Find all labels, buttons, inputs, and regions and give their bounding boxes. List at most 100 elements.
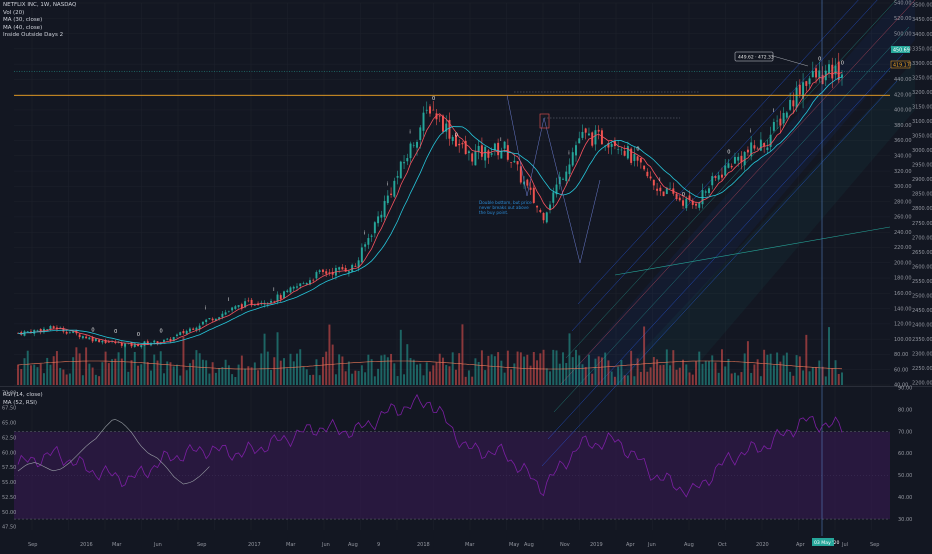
candle-body — [318, 270, 321, 272]
candle-body — [328, 272, 331, 273]
volume-bar — [120, 358, 123, 385]
volume-bar — [396, 376, 399, 385]
volume-bar — [91, 367, 94, 385]
candle-body — [253, 305, 256, 306]
candle-body — [153, 340, 156, 343]
pattern-box-1 — [539, 113, 550, 129]
volume-bar — [513, 363, 516, 385]
legend-volume[interactable]: Vol (20) — [3, 9, 25, 16]
price-tick-label: 240.00 — [894, 230, 912, 236]
volume-bar — [20, 369, 23, 385]
volume-bar — [393, 363, 396, 385]
volume-bar — [785, 352, 788, 385]
volume-bar — [85, 347, 88, 385]
candle-body — [214, 318, 217, 321]
candle-body — [182, 331, 185, 334]
volume-bar — [360, 365, 363, 385]
price-tick-label-outer: 3350.00 — [912, 46, 932, 52]
candle-body — [416, 141, 418, 148]
volume-bar — [656, 359, 659, 385]
candle-body — [305, 282, 308, 285]
volume-bar — [276, 332, 279, 385]
candle-body — [665, 187, 668, 195]
volume-bar — [26, 350, 29, 385]
candle-body — [471, 153, 474, 162]
signal-marker: 0 — [841, 60, 844, 66]
candle-body — [656, 188, 659, 191]
volume-bar — [46, 357, 49, 385]
signal-marker: 0 — [160, 329, 163, 335]
candle-body — [94, 338, 97, 342]
candle-body — [166, 338, 169, 340]
candle-body — [802, 82, 805, 99]
legend-symbol[interactable]: NETFLIX INC, 1W, NASDAQ — [3, 2, 77, 8]
candle-body — [438, 115, 441, 117]
volume-bar — [633, 376, 636, 385]
volume-bar — [720, 349, 723, 385]
volume-bar — [17, 364, 19, 385]
candle-body — [529, 187, 532, 190]
candle-body — [542, 213, 545, 221]
candle-body — [643, 165, 646, 170]
pattern-note-line-2: never breaks out above — [479, 205, 529, 210]
volume-bar — [224, 359, 227, 385]
candle-body — [403, 162, 406, 164]
candle-body — [286, 290, 289, 292]
legend-rsi-ma[interactable]: MA (52, RSI) — [3, 399, 37, 406]
legend-inside-outside[interactable]: Inside Outside Days 2 — [3, 32, 64, 38]
legend-ma40[interactable]: MA (40, close) — [3, 24, 43, 31]
volume-bar — [273, 357, 276, 385]
volume-bar — [334, 374, 337, 385]
price-tick-label: 320.00 — [894, 169, 912, 175]
legend-ma30[interactable]: MA (30, close) — [3, 17, 43, 23]
candle-body — [724, 165, 727, 176]
volume-bar — [39, 363, 42, 385]
price-tick-label: 440.00 — [894, 77, 912, 83]
time-tick-label: Mar — [465, 542, 475, 548]
volume-bar — [442, 357, 444, 385]
volume-bar — [448, 366, 451, 385]
volume-bar — [114, 358, 117, 385]
candle-body — [195, 327, 198, 331]
candle-body — [685, 198, 688, 209]
channel-line — [541, 80, 898, 467]
rsi-axis[interactable]: 90.00 80.00 70.00 60.00 50.00 40.00 30.00 70.00… — [2, 386, 912, 531]
candle-body — [610, 143, 613, 147]
candle-body — [698, 202, 701, 208]
candle-body — [591, 132, 594, 146]
volume-bar — [305, 369, 308, 385]
time-tick-label: Mar — [286, 542, 296, 548]
volume-bar — [708, 361, 710, 385]
price-tick-label: 120.00 — [894, 322, 912, 328]
signal-marker: 0 — [432, 96, 435, 102]
double-bottom-drawing: Double bottom, but price never breaks ou… — [479, 91, 700, 264]
time-axis[interactable]: Sep 2016 Mar Jun Sep 2017 Mar Jun Aug 9 2018 Mar May… — [28, 542, 879, 548]
volume-bar — [714, 362, 717, 385]
volume-bar — [649, 367, 652, 385]
volume-bar — [386, 357, 389, 385]
candle-body — [357, 260, 360, 268]
volume-bar — [451, 352, 454, 385]
candle-body — [480, 145, 483, 157]
candle-body — [743, 152, 746, 166]
candle-body — [587, 133, 590, 136]
candle-body — [532, 187, 535, 203]
volume-bar — [234, 376, 237, 385]
volume-bar — [211, 362, 214, 385]
volume-bar — [23, 358, 26, 385]
candle-body — [451, 136, 454, 141]
volume-bar — [344, 371, 347, 385]
volume-bar — [403, 374, 406, 385]
time-tick-label: Aug — [524, 542, 534, 548]
price-axis[interactable]: 540.00520.00500.00480.00460.00440.00420.… — [894, 1, 932, 389]
volume-bar — [283, 358, 285, 385]
volume-bar — [432, 365, 435, 385]
candle-body — [552, 192, 555, 203]
volume-bar — [730, 373, 733, 385]
volume-bar — [195, 350, 198, 385]
volume-bar — [545, 368, 548, 385]
price-tick-label: 180.00 — [894, 276, 912, 282]
candle-body — [467, 151, 470, 154]
legend-rsi[interactable]: RSI (14, close) — [3, 392, 43, 398]
